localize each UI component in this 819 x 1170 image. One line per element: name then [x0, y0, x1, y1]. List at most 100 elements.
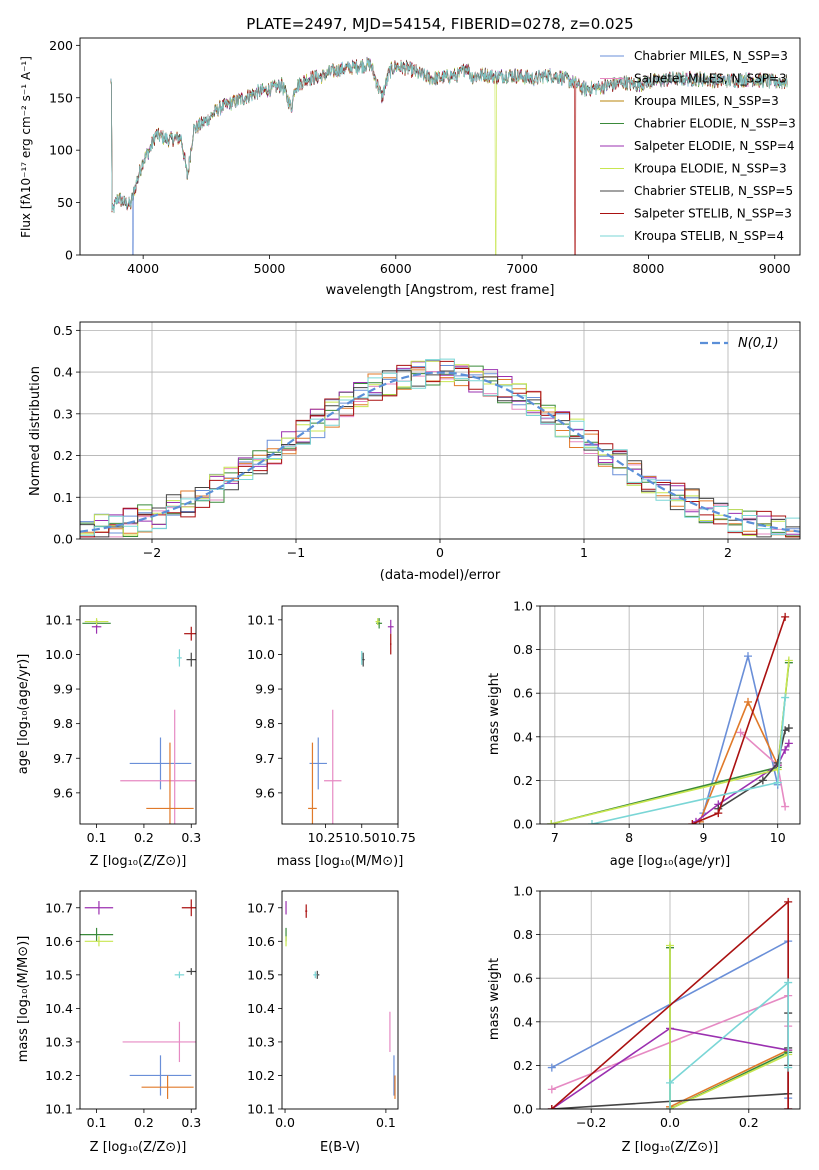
mass-age-point [324, 709, 342, 824]
mass-age-ytick-label: 9.9 [255, 682, 275, 697]
age-weight-marker [736, 728, 745, 737]
spectrum-ytick-label: 0 [65, 248, 73, 263]
residuals-xtick-label: 0 [436, 545, 444, 560]
age-weight-marker [781, 612, 790, 621]
z-age-panel: Z [log₁₀(Z/Z⊙)] age [log₁₀(age/yr)] 0.1 0… [16, 605, 201, 869]
age-weight-marker [547, 820, 556, 824]
age-weight-xtick-label: 9 [699, 830, 707, 845]
z-weight-xtick-label: −0.2 [576, 1115, 606, 1130]
z-mass-ytick-label: 10.2 [45, 1068, 73, 1083]
z-age-point [146, 742, 194, 824]
z-age-ytick-label: 9.7 [53, 751, 73, 766]
z-age-ytick-label: 10.1 [45, 612, 73, 627]
z-age-ytick-label: 9.6 [53, 785, 73, 800]
mass-age-panel: mass [log₁₀(M/M⊙)] 10.25 10.50 10.75 9.6 9.7… [247, 605, 416, 869]
residuals-ytick-label: 0.5 [53, 323, 73, 338]
age-weight-marker [588, 820, 596, 824]
residuals-ytick-label: 0.0 [53, 532, 73, 547]
residuals-ytick-label: 0.1 [53, 490, 73, 505]
mass-age-ytick-label: 9.6 [255, 785, 275, 800]
z-age-ylabel: age [log₁₀(age/yr)] [16, 654, 31, 775]
residuals-plot-area [80, 322, 800, 539]
z-weight-ytick-label: 0.2 [513, 1058, 533, 1073]
residuals-panel: (data-model)/error Normed distribution −… [28, 321, 801, 583]
spectrum-title: PLATE=2497, MJD=54154, FIBERID=0278, z=0… [246, 15, 633, 33]
z-weight-xtick-label: 0.2 [739, 1115, 759, 1130]
z-weight-marker [784, 1063, 793, 1072]
z-weight-xlabel: Z [log₁₀(Z/Z⊙)] [622, 1140, 719, 1155]
residuals-xlabel: (data-model)/error [380, 568, 501, 583]
residuals-gaussian-curve [80, 371, 800, 533]
z-age-xlabel: Z [log₁₀(Z/Z⊙)] [90, 854, 187, 869]
age-weight-marker [781, 693, 790, 702]
spectrum-plot-area [110, 56, 788, 255]
z-mass-point [129, 1055, 192, 1096]
ebv-mass-panel: E(B-V) 0.0 0.1 10.1 10.2 10.3 10.4 10.5 10.6 10.… [247, 890, 399, 1155]
residuals-legend-label: N(0,1) [738, 336, 779, 351]
residuals-ylabel: Normed distribution [28, 366, 43, 496]
spectrum-legend-label: Salpeter MILES, N_SSP=3 [634, 72, 787, 86]
age-weight-ytick-label: 0.4 [513, 729, 533, 744]
spectrum-ylabel: Flux [fλ10⁻¹⁷ erg cm⁻² s⁻¹ A⁻¹] [19, 56, 33, 238]
spectrum-panel: PLATE=2497, MJD=54154, FIBERID=0278, z=0… [19, 15, 801, 298]
z-weight-panel: Z [log₁₀(Z/Z⊙)] mass weight −0.2 0.0 0.2 0.… [487, 884, 801, 1155]
residuals-ytick-label: 0.4 [53, 365, 73, 380]
ebv-mass-point [305, 904, 308, 918]
z-mass-point [122, 1021, 196, 1063]
z-mass-frame [79, 890, 197, 1110]
spectrum-xtick-label: 4000 [127, 261, 159, 276]
age-weight-ytick-label: 1.0 [513, 599, 533, 614]
z-weight-marker [547, 1063, 556, 1072]
spectrum-legend-label: Chabrier STELIB, N_SSP=5 [634, 184, 793, 198]
age-weight-ylabel: mass weight [487, 673, 502, 755]
z-age-ytick-label: 9.8 [53, 716, 73, 731]
z-weight-ytick-label: 0.8 [513, 927, 533, 942]
z-mass-ytick-label: 10.1 [45, 1102, 73, 1117]
ebv-mass-ticks: 0.0 0.1 10.1 10.2 10.3 10.4 10.5 10.6 10.7 [247, 900, 396, 1130]
spectrum-legend-label: Salpeter ELODIE, N_SSP=4 [634, 139, 795, 153]
ebv-mass-ytick-label: 10.1 [247, 1102, 275, 1117]
age-weight-ytick-label: 0.6 [513, 686, 533, 701]
spectrum-frame [79, 37, 801, 256]
mass-age-point [375, 618, 380, 626]
age-weight-xtick-label: 8 [625, 830, 633, 845]
z-weight-series-8 [669, 980, 790, 1109]
age-weight-marker [688, 820, 697, 824]
residuals-histogram-8 [80, 358, 800, 536]
spectrum-xtick-label: 6000 [380, 261, 412, 276]
z-age-xtick-label: 0.3 [181, 830, 201, 845]
ebv-mass-point [313, 971, 318, 979]
z-weight-marker [784, 1105, 793, 1109]
ebv-mass-ytick-label: 10.3 [247, 1034, 275, 1049]
age-weight-marker [784, 656, 793, 665]
age-weight-ticks: 7 8 9 10 0.0 0.2 0.4 0.6 0.8 1.0 [513, 599, 786, 846]
spectrum-xtick-label: 9000 [759, 261, 791, 276]
spectrum-legend-label: Salpeter STELIB, N_SSP=3 [634, 207, 792, 221]
mass-age-ticks: 10.25 10.50 10.75 9.6 9.7 9.8 9.9 10.0 10.1 [247, 612, 416, 845]
mass-age-plot-area [308, 618, 394, 824]
age-weight-marker [714, 809, 723, 818]
mass-age-point [390, 633, 392, 655]
age-weight-series-8 [591, 697, 786, 824]
age-weight-marker [758, 776, 767, 785]
ebv-mass-xtick-label: 0.1 [376, 1115, 396, 1130]
age-weight-ytick-label: 0.2 [513, 773, 533, 788]
z-weight-ylabel: mass weight [487, 958, 502, 1040]
ebv-mass-ytick-label: 10.2 [247, 1068, 275, 1083]
z-weight-marker [784, 897, 793, 906]
spectrum-xtick-label: 8000 [633, 261, 665, 276]
mass-age-xtick-label: 10.50 [344, 830, 380, 845]
z-mass-point [181, 899, 196, 917]
z-weight-ytick-label: 1.0 [513, 884, 533, 899]
z-mass-ytick-label: 10.6 [45, 934, 73, 949]
z-mass-point [174, 971, 185, 979]
z-age-point [129, 737, 192, 790]
z-mass-point [84, 936, 114, 947]
mass-age-ytick-label: 10.1 [247, 612, 275, 627]
z-weight-marker [547, 1105, 556, 1109]
ebv-mass-xlabel: E(B-V) [320, 1140, 360, 1155]
z-weight-xtick-label: 0.0 [660, 1115, 680, 1130]
spectrum-xtick-label: 7000 [506, 261, 538, 276]
age-weight-marker [744, 652, 752, 661]
residuals-frame [79, 321, 801, 540]
